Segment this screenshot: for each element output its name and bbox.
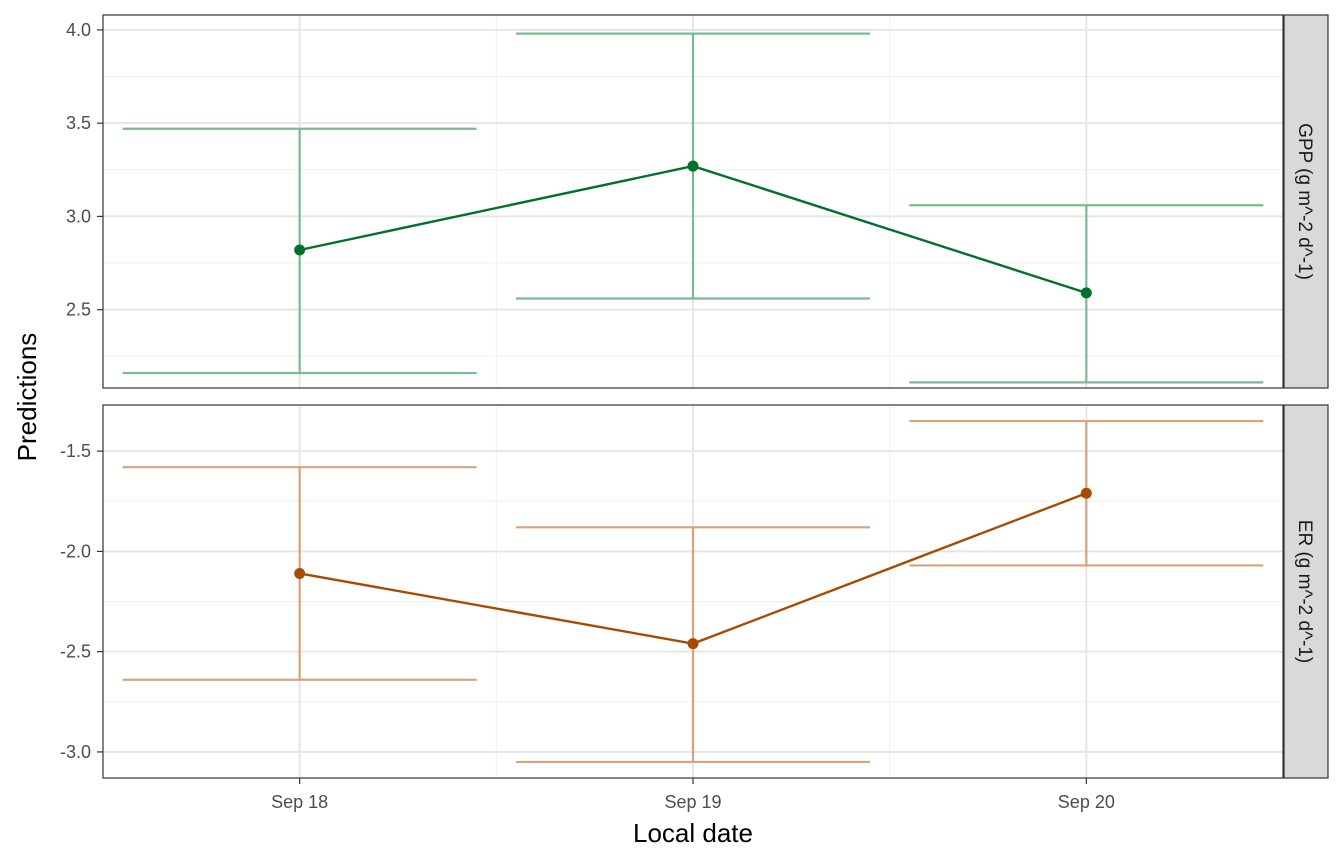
y-tick-label: 4.0 [66,20,91,40]
x-axis: Sep 18 Sep 19 Sep 20 [271,778,1115,812]
data-point [687,638,699,650]
facet-strip [1283,404,1329,779]
panel-border [102,14,1284,389]
x-tick-label: Sep 20 [1058,792,1115,812]
y-tick-label: -3.0 [60,742,91,762]
x-tick-label: Sep 19 [664,792,721,812]
data-point [294,244,306,256]
panels: 2.5 3.0 3.5 4.0 GPP (g m^-2 d^-1) -3.0 -2.5 -2.… [60,14,1329,812]
x-axis-title: Local date [633,818,753,848]
y-tick-label: 3.5 [66,113,91,133]
y-tick-label: -2.0 [60,541,91,561]
y-tick-label: -2.5 [60,642,91,662]
y-tick-label: 2.5 [66,300,91,320]
y-axis-title: Predictions [12,333,42,462]
data-point [1080,487,1092,499]
y-tick-label: -1.5 [60,441,91,461]
facet-strip-label: ER (g m^-2 d^-1) [1294,520,1315,663]
panel-2: -3.0 -2.5 -2.0 -1.5 ER (g m^-2 d^-1) [60,404,1329,779]
panel-1: 2.5 3.0 3.5 4.0 GPP (g m^-2 d^-1) [66,14,1329,389]
y-tick-label: 3.0 [66,206,91,226]
facet-strip-label: GPP (g m^-2 d^-1) [1294,123,1315,280]
data-point [687,160,699,172]
facet-strip [1283,14,1329,389]
data-point [1080,287,1092,299]
x-tick-label: Sep 18 [271,792,328,812]
data-point [294,567,306,579]
